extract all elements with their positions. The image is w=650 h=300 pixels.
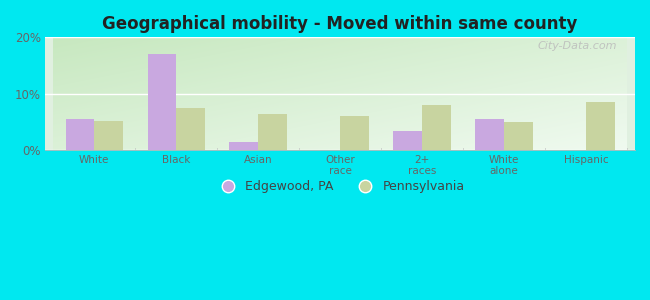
Bar (229, 142, 258, 150)
Bar (258, 114, 287, 150)
Bar (475, 119, 504, 150)
Bar (176, 108, 205, 150)
Bar (340, 116, 369, 150)
Text: City-Data.com: City-Data.com (538, 41, 618, 51)
Bar (422, 105, 450, 150)
Bar (586, 102, 614, 150)
Bar (66, 119, 94, 150)
Legend: Edgewood, PA, Pennsylvania: Edgewood, PA, Pennsylvania (211, 176, 470, 198)
Bar (94, 121, 123, 150)
Bar (148, 54, 176, 150)
Bar (393, 130, 422, 150)
Bar (504, 122, 532, 150)
Title: Geographical mobility - Moved within same county: Geographical mobility - Moved within sam… (103, 15, 578, 33)
